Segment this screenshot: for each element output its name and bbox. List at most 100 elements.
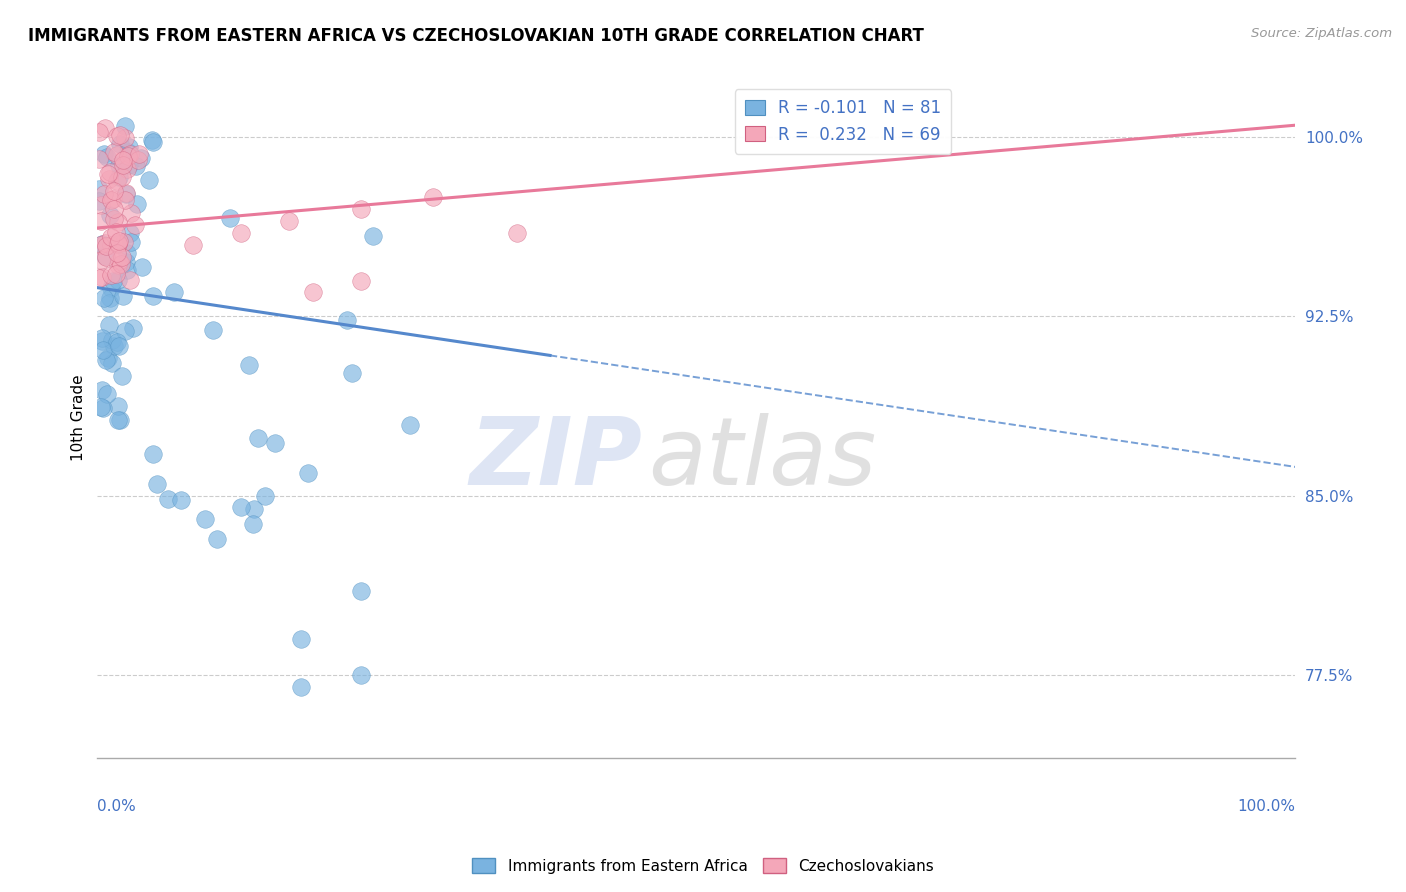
Point — [101, 333, 124, 347]
Point — [146, 476, 169, 491]
Point — [90, 214, 112, 228]
Point — [110, 257, 132, 271]
Point — [163, 285, 186, 299]
Point — [336, 313, 359, 327]
Point — [107, 235, 129, 250]
Point — [243, 501, 266, 516]
Point — [97, 167, 120, 181]
Point — [98, 291, 121, 305]
Point — [97, 351, 120, 365]
Point — [117, 149, 139, 163]
Point — [117, 158, 139, 172]
Point — [142, 135, 165, 149]
Point — [108, 170, 131, 185]
Point — [111, 368, 134, 383]
Point — [131, 151, 153, 165]
Point — [201, 323, 224, 337]
Point — [115, 245, 138, 260]
Point — [115, 255, 138, 269]
Text: IMMIGRANTS FROM EASTERN AFRICA VS CZECHOSLOVAKIAN 10TH GRADE CORRELATION CHART: IMMIGRANTS FROM EASTERN AFRICA VS CZECHO… — [28, 27, 924, 45]
Point — [114, 119, 136, 133]
Point — [170, 493, 193, 508]
Point — [103, 145, 125, 160]
Point — [94, 236, 117, 251]
Point — [90, 400, 112, 414]
Point — [142, 447, 165, 461]
Point — [115, 263, 138, 277]
Point — [120, 147, 142, 161]
Point — [127, 153, 149, 167]
Point — [96, 238, 118, 252]
Point — [90, 252, 112, 267]
Point — [219, 211, 242, 225]
Point — [111, 250, 134, 264]
Point — [98, 165, 121, 179]
Point — [90, 198, 112, 212]
Point — [422, 190, 444, 204]
Point — [103, 184, 125, 198]
Point — [103, 212, 125, 227]
Point — [91, 334, 114, 348]
Point — [104, 267, 127, 281]
Point — [100, 193, 122, 207]
Point — [194, 512, 217, 526]
Point — [142, 289, 165, 303]
Point — [157, 492, 180, 507]
Point — [97, 172, 120, 186]
Legend: R = -0.101   N = 81, R =  0.232   N = 69: R = -0.101 N = 81, R = 0.232 N = 69 — [735, 89, 952, 153]
Legend: Immigrants from Eastern Africa, Czechoslovakians: Immigrants from Eastern Africa, Czechosl… — [467, 852, 939, 880]
Point — [125, 160, 148, 174]
Point — [107, 273, 129, 287]
Point — [87, 182, 110, 196]
Y-axis label: 10th Grade: 10th Grade — [72, 375, 86, 461]
Point — [114, 193, 136, 207]
Point — [87, 271, 110, 285]
Point — [505, 226, 527, 240]
Point — [94, 353, 117, 368]
Point — [117, 145, 139, 160]
Point — [105, 173, 128, 187]
Point — [100, 238, 122, 252]
Point — [110, 128, 132, 142]
Point — [100, 229, 122, 244]
Point — [93, 146, 115, 161]
Point — [114, 130, 136, 145]
Point — [118, 273, 141, 287]
Point — [89, 238, 111, 252]
Point — [115, 162, 138, 177]
Point — [107, 412, 129, 426]
Point — [111, 158, 134, 172]
Point — [278, 214, 301, 228]
Point — [107, 335, 129, 350]
Point — [115, 186, 138, 201]
Point — [91, 270, 114, 285]
Point — [104, 225, 127, 239]
Point — [89, 194, 111, 209]
Point — [350, 584, 373, 599]
Point — [141, 133, 163, 147]
Point — [205, 532, 228, 546]
Point — [361, 229, 384, 244]
Point — [108, 234, 131, 248]
Point — [90, 331, 112, 345]
Point — [87, 152, 110, 166]
Point — [107, 236, 129, 251]
Point — [120, 235, 142, 249]
Point — [254, 489, 277, 503]
Point — [302, 285, 325, 300]
Point — [111, 169, 134, 184]
Point — [107, 158, 129, 172]
Point — [96, 150, 118, 164]
Point — [90, 384, 112, 398]
Point — [110, 136, 132, 151]
Point — [242, 517, 264, 532]
Point — [350, 667, 373, 681]
Point — [94, 121, 117, 136]
Point — [103, 339, 125, 353]
Point — [103, 275, 125, 289]
Point — [290, 632, 312, 646]
Text: Source: ZipAtlas.com: Source: ZipAtlas.com — [1251, 27, 1392, 40]
Point — [97, 318, 120, 332]
Point — [96, 387, 118, 401]
Point — [107, 148, 129, 162]
